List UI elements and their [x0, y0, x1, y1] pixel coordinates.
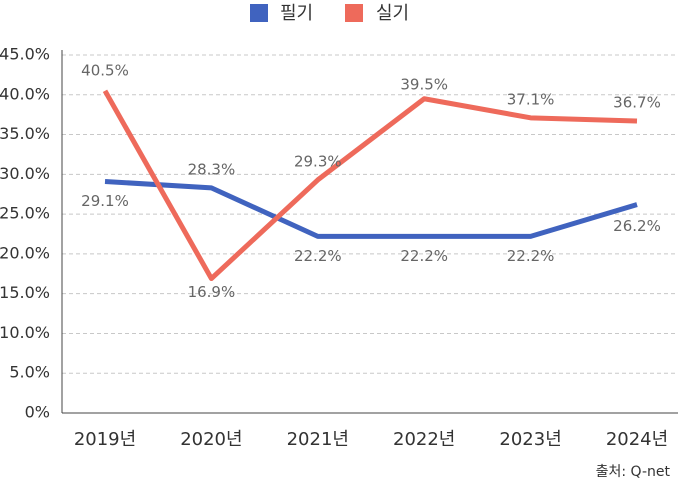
x-tick-label: 2019년 [74, 429, 136, 450]
series-line [102, 89, 638, 282]
x-tick-label: 2020년 [180, 429, 242, 450]
data-label: 29.1% [81, 192, 129, 210]
y-tick-label: 0% [25, 403, 50, 422]
y-tick-label: 40.0% [0, 84, 50, 103]
y-tick-label: 15.0% [0, 283, 50, 302]
data-label: 29.3% [294, 152, 342, 170]
data-label: 26.2% [613, 217, 661, 235]
y-tick-label: 45.0% [0, 45, 50, 64]
source: 출처: Q-net [596, 464, 671, 480]
x-tick-label: 2021년 [287, 429, 349, 450]
legend-swatch [250, 4, 268, 22]
y-tick-label: 25.0% [0, 204, 50, 223]
y-tick-label: 30.0% [0, 164, 50, 183]
data-label: 39.5% [400, 75, 448, 93]
data-label: 28.3% [188, 160, 236, 178]
x-tick-label: 2022년 [393, 429, 455, 450]
data-label: 16.9% [188, 283, 236, 301]
y-tick-label: 5.0% [9, 363, 50, 382]
data-label: 40.5% [81, 61, 129, 79]
legend-label: 필기 [280, 3, 313, 24]
x-tick-label: 2023년 [499, 429, 561, 450]
data-label: 22.2% [400, 247, 448, 265]
legend-label: 실기 [376, 3, 409, 24]
data-label: 22.2% [294, 247, 342, 265]
y-tick-label: 35.0% [0, 124, 50, 143]
y-tick-label: 20.0% [0, 243, 50, 262]
data-label: 22.2% [507, 247, 555, 265]
series-line [104, 178, 638, 239]
data-label: 36.7% [613, 94, 661, 112]
y-tick-label: 10.0% [0, 323, 50, 342]
x-tick-label: 2024년 [606, 429, 668, 450]
data-label: 37.1% [507, 90, 555, 108]
legend-swatch [345, 4, 363, 22]
